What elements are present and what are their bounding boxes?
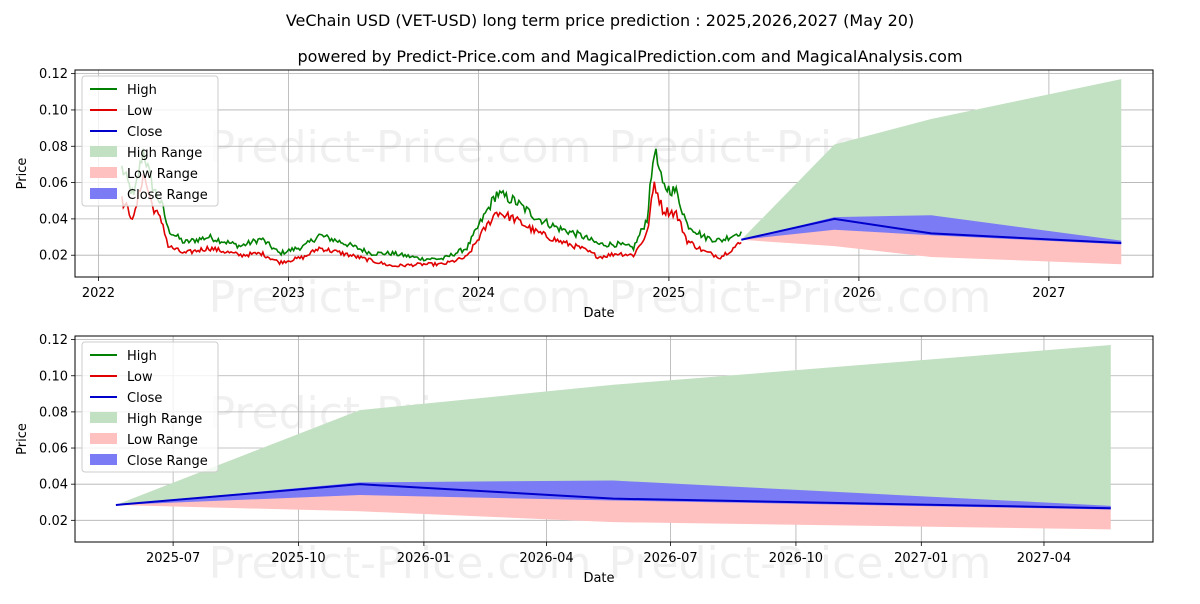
close-range-area	[115, 480, 1111, 510]
x-tick-label: 2027	[1032, 286, 1065, 301]
y-tick-label: 0.12	[39, 67, 68, 82]
legend-swatch-patch	[90, 167, 117, 178]
x-tick-label: 2025	[652, 286, 685, 301]
plot-area	[115, 345, 1111, 530]
y-tick-label: 0.06	[39, 442, 68, 457]
legend: High Low Close High Range Low Range Close Ran…	[81, 75, 219, 207]
y-tick-label: 0.02	[39, 249, 68, 264]
watermark-text: Predict-Price.com	[209, 538, 592, 589]
plot-area	[121, 79, 1122, 268]
forecast-close-line	[115, 483, 1111, 510]
x-tick-label: 2023	[272, 286, 305, 301]
axes-frame	[74, 69, 1154, 278]
y-tick-label: 0.10	[39, 369, 68, 384]
watermark-text: Predict-Price.com	[609, 538, 992, 589]
x-tick-label: 2026-07	[643, 551, 697, 566]
x-tick-label: 2025-07	[146, 551, 200, 566]
low-price-line	[121, 173, 742, 268]
y-tick-label: 0.08	[39, 140, 68, 155]
legend-swatch-patch	[90, 412, 117, 423]
bottom-panel: Predict-Price.comPredict-Price.comPredic…	[15, 333, 1154, 589]
low-range-area	[115, 484, 1111, 530]
chart-subtitle: powered by Predict-Price.com and Magical…	[297, 47, 962, 66]
legend-label: Close	[127, 391, 162, 406]
close-range-area	[741, 215, 1122, 245]
forecast-close-line	[741, 217, 1122, 245]
legend-label: High	[127, 83, 157, 98]
y-tick-label: 0.04	[39, 478, 68, 493]
x-tick-label: 2026	[842, 286, 875, 301]
watermark-text: Predict-Price.com	[209, 122, 592, 173]
y-tick-label: 0.10	[39, 103, 68, 118]
legend-swatch-patch	[90, 433, 117, 444]
x-tick-label: 2026-04	[519, 551, 573, 566]
legend-label: Close Range	[127, 188, 208, 203]
legend: High Low Close High Range Low Range Close Ran…	[81, 341, 219, 473]
high-range-area	[741, 79, 1122, 244]
legend-label: Low Range	[127, 433, 198, 448]
axes-frame	[74, 335, 1154, 543]
legend-label: High Range	[127, 412, 202, 427]
legend-label: High	[127, 349, 157, 364]
legend-label: Close	[127, 125, 162, 140]
legend-swatch-patch	[90, 188, 117, 199]
x-tick-label: 2024	[462, 286, 495, 301]
x-tick-label: 2025-10	[271, 551, 325, 566]
y-tick-label: 0.04	[39, 212, 68, 227]
watermark-text: Predict-Price.com	[209, 272, 592, 323]
x-tick-label: 2026-10	[769, 551, 823, 566]
top-panel: Predict-Price.com Predict-Price.com Predic…	[15, 67, 1154, 323]
x-tick-label: 2022	[82, 286, 115, 301]
high-price-line	[121, 148, 743, 262]
x-axis-label: Date	[583, 571, 614, 586]
legend-label: Low	[127, 370, 153, 385]
high-range-area	[115, 345, 1111, 509]
x-tick-label: 2026-01	[397, 551, 451, 566]
low-range-area	[741, 218, 1122, 265]
legend-label: High Range	[127, 146, 202, 161]
y-tick-label: 0.12	[39, 333, 68, 348]
legend-swatch-patch	[90, 146, 117, 157]
x-tick-label: 2027-04	[1017, 551, 1071, 566]
legend-label: Low	[127, 104, 153, 119]
watermark-text: Predict-Price.com	[609, 272, 992, 323]
chart-title: VeChain USD (VET-USD) long term price pr…	[286, 11, 914, 30]
y-tick-label: 0.06	[39, 176, 68, 191]
y-tick-label: 0.02	[39, 514, 68, 529]
y-tick-label: 0.08	[39, 405, 68, 420]
y-axis-label: Price	[15, 423, 30, 455]
x-tick-label: 2027-01	[894, 551, 948, 566]
y-axis-label: Price	[15, 158, 30, 190]
legend-label: Low Range	[127, 167, 198, 182]
legend-swatch-patch	[90, 454, 117, 465]
x-axis-label: Date	[583, 306, 614, 321]
legend-label: Close Range	[127, 454, 208, 469]
